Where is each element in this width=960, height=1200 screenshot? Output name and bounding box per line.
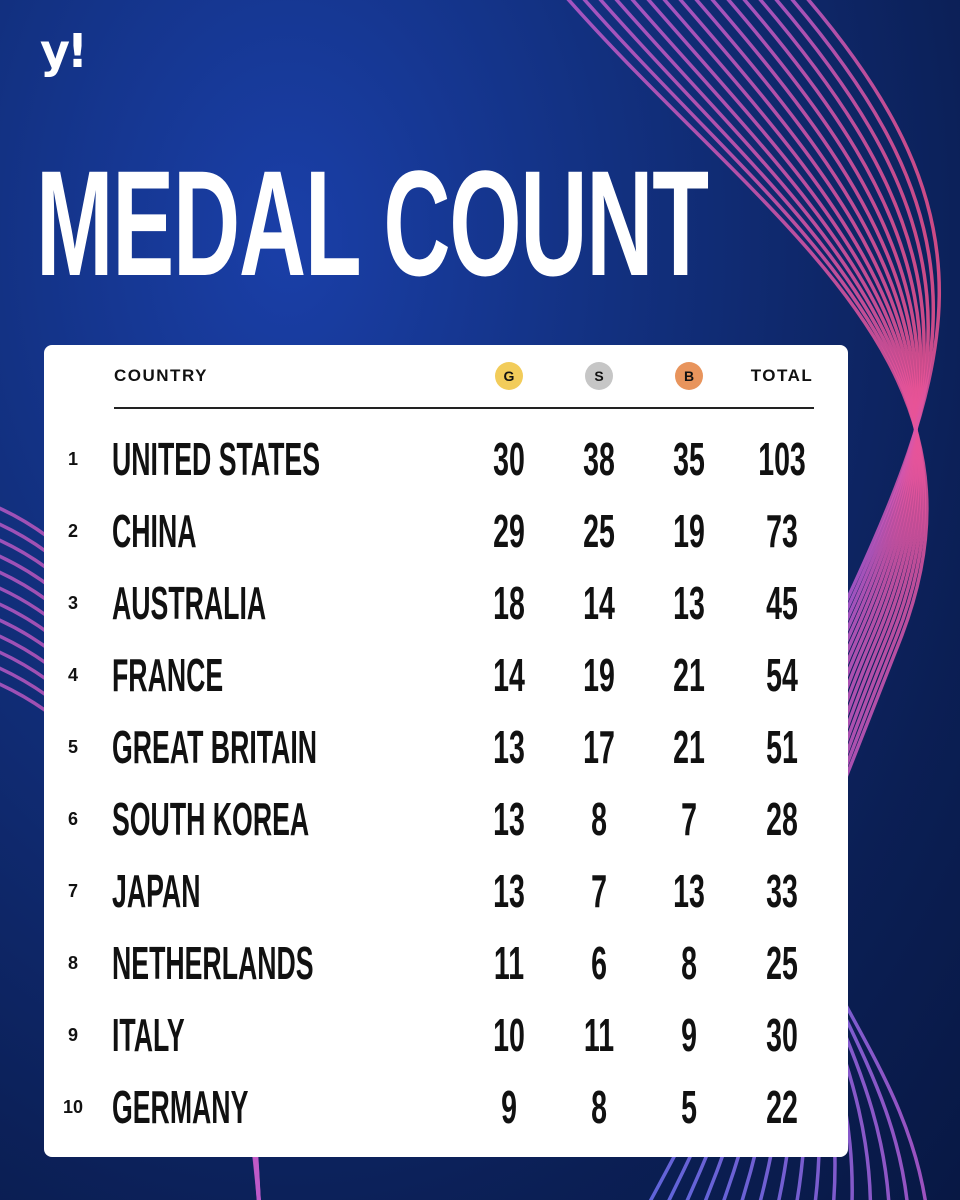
bronze-count: 5 [681, 1081, 697, 1133]
rank: 5 [67, 736, 78, 757]
country-name: NETHERLANDS [112, 937, 314, 989]
bronze-count: 9 [681, 1009, 697, 1061]
total-count: 28 [766, 793, 798, 845]
country-name: ITALY [112, 1009, 185, 1061]
bronze-count: 21 [673, 721, 705, 773]
total-count: 54 [766, 649, 798, 701]
bronze-count: 8 [681, 937, 697, 989]
silver-count: 6 [591, 937, 607, 989]
silver-medal-icon: S [585, 362, 613, 390]
bronze-count: 19 [673, 505, 705, 557]
bronze-count: 7 [681, 793, 697, 845]
bronze-medal-icon: B [675, 362, 703, 390]
silver-count: 8 [591, 1081, 607, 1133]
silver-count: 25 [583, 505, 615, 557]
total-count: 25 [766, 937, 798, 989]
gold-count: 13 [493, 865, 525, 917]
bronze-count: 21 [673, 649, 705, 701]
total-count: 30 [766, 1009, 798, 1061]
silver-count: 38 [583, 433, 615, 485]
table-row: 6 SOUTH KOREA 13 8 7 28 [44, 783, 848, 855]
country-name: UNITED STATES [112, 433, 321, 485]
table-row: 7 JAPAN 13 7 13 33 [44, 855, 848, 927]
table-row: 5 GREAT BRITAIN 13 17 21 51 [44, 711, 848, 783]
table-row: 9 ITALY 10 11 9 30 [44, 999, 848, 1071]
country-name: GREAT BRITAIN [112, 721, 318, 773]
rank: 7 [67, 880, 78, 901]
rank: 1 [67, 448, 78, 469]
rank: 6 [67, 808, 78, 829]
country-name: AUSTRALIA [112, 577, 267, 629]
silver-count: 17 [583, 721, 615, 773]
rank: 10 [62, 1096, 84, 1117]
silver-count: 14 [583, 577, 615, 629]
total-count: 73 [766, 505, 798, 557]
bronze-count: 35 [673, 433, 705, 485]
table-row: 1 UNITED STATES 30 38 35 103 [44, 423, 848, 495]
country-name: CHINA [112, 505, 197, 557]
gold-count: 14 [493, 649, 525, 701]
rank: 2 [67, 520, 78, 541]
country-name: GERMANY [112, 1081, 249, 1133]
total-count: 103 [758, 433, 806, 485]
silver-count: 8 [591, 793, 607, 845]
medal-table: COUNTRY G S B TOTAL 1 UNITED STATES 30 3… [44, 345, 848, 1157]
table-row: 8 NETHERLANDS 11 6 8 25 [44, 927, 848, 999]
total-count: 51 [766, 721, 798, 773]
rank: 3 [67, 592, 78, 613]
silver-count: 19 [583, 649, 615, 701]
table-row: 4 FRANCE 14 19 21 54 [44, 639, 848, 711]
yahoo-logo: y! [40, 24, 88, 78]
total-count: 22 [766, 1081, 798, 1133]
header-total: TOTAL [750, 366, 814, 385]
table-row: 3 AUSTRALIA 18 14 13 45 [44, 567, 848, 639]
total-count: 33 [766, 865, 798, 917]
total-count: 45 [766, 577, 798, 629]
header-divider [114, 407, 814, 409]
rank: 4 [67, 664, 78, 685]
bronze-count: 13 [673, 577, 705, 629]
bronze-count: 13 [673, 865, 705, 917]
gold-count: 10 [493, 1009, 525, 1061]
table-row: 2 CHINA 29 25 19 73 [44, 495, 848, 567]
gold-count: 11 [493, 937, 525, 989]
rank: 9 [67, 1024, 78, 1045]
gold-medal-icon: G [495, 362, 523, 390]
rank: 8 [67, 952, 78, 973]
gold-count: 29 [493, 505, 525, 557]
country-name: SOUTH KOREA [112, 793, 310, 845]
header-country: COUNTRY [114, 366, 208, 385]
page-title: MEDAL COUNT [36, 139, 709, 307]
gold-count: 18 [493, 577, 525, 629]
country-name: JAPAN [112, 865, 201, 917]
gold-count: 13 [493, 721, 525, 773]
gold-count: 9 [501, 1081, 517, 1133]
silver-count: 11 [583, 1009, 615, 1061]
table-row: 10 GERMANY 9 8 5 22 [44, 1071, 848, 1143]
silver-count: 7 [591, 865, 607, 917]
gold-count: 30 [493, 433, 525, 485]
gold-count: 13 [493, 793, 525, 845]
country-name: FRANCE [112, 649, 224, 701]
